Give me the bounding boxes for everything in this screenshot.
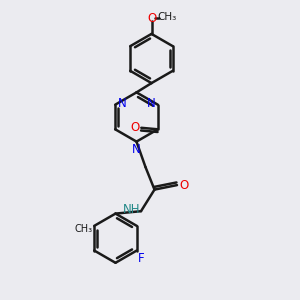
Text: N: N	[117, 97, 126, 110]
Text: N: N	[147, 97, 156, 110]
Text: CH₃: CH₃	[158, 12, 177, 22]
Text: O: O	[179, 178, 188, 192]
Text: NH: NH	[123, 203, 140, 216]
Text: O: O	[130, 121, 139, 134]
Text: CH₃: CH₃	[75, 224, 93, 234]
Text: N: N	[132, 142, 141, 156]
Text: F: F	[138, 252, 145, 266]
Text: O: O	[147, 12, 156, 25]
